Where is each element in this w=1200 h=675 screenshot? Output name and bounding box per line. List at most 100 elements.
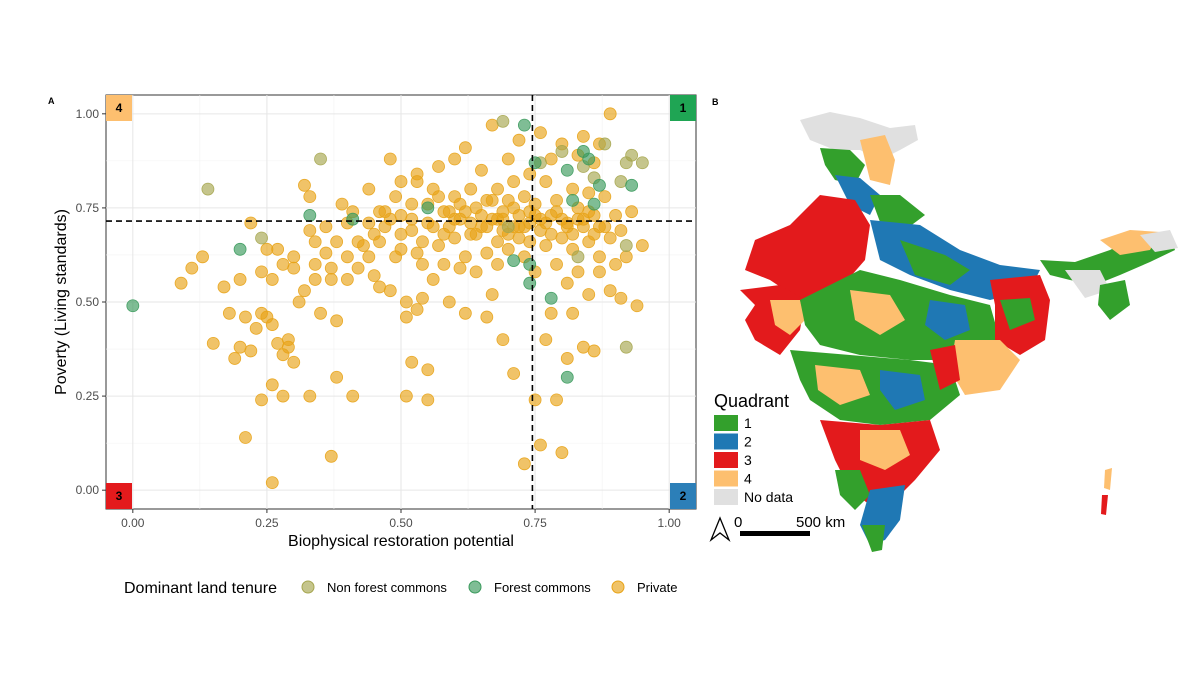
point-private [544,306,558,320]
point-forest-commons [233,242,247,256]
point-private [394,209,408,222]
legend-label-forest-commons: Forest commons [494,580,591,595]
quadrant-legend: Quadrant 1 2 3 4 No data [714,391,793,505]
point-forest-commons [560,370,574,384]
point-private [550,257,563,271]
point-private [330,314,344,328]
point-private [555,231,569,245]
point-private [265,378,279,392]
point-private [298,178,311,192]
point-private [287,355,301,369]
point-forest-commons [303,209,317,222]
point-private [614,224,628,237]
point-private [534,438,547,452]
reference-lines [106,95,696,509]
point-private [265,476,279,490]
point-private [276,257,290,271]
point-private [233,340,247,354]
map-region-andaman [1104,468,1112,490]
point-private [206,336,220,350]
y-axis-ticks: 0.00 0.25 0.50 0.75 1.00 [76,107,106,497]
point-forest-commons [560,163,574,177]
point-forest-commons [507,254,521,268]
point-private [399,389,413,403]
panel-b-label: B [712,97,719,107]
point-private [576,212,590,226]
point-private [351,235,365,249]
x-tick-label: 1.00 [658,516,682,530]
quadrant-label-4: 4 [116,101,123,115]
quadrant-markers: 4 1 3 2 [106,95,696,509]
map-region-mizoram [1098,280,1130,320]
point-private [480,310,494,324]
map-legend-label-4: 4 [744,471,752,487]
point-private [174,276,188,290]
point-forest-commons [126,299,140,313]
map-region-north-nodata [800,112,918,160]
point-non-forest-commons [496,114,510,128]
point-forest-commons [593,178,606,192]
point-private [598,190,612,204]
point-non-forest-commons [314,152,327,166]
point-private [405,212,419,226]
point-private [346,389,360,403]
point-private [383,152,397,166]
point-private [416,291,429,305]
point-private [421,363,435,377]
point-private [512,220,526,234]
point-non-forest-commons [501,220,515,234]
quadrant-box-4 [106,95,132,121]
point-private [373,205,386,219]
point-private [383,284,397,298]
point-private [228,352,242,365]
point-private [324,449,338,463]
quadrant-box-3 [106,483,132,509]
map-legend-swatch-2 [714,433,738,450]
map-region-nicobar [1101,495,1108,515]
point-private [458,306,472,320]
map-region-maharashtra-west [815,365,870,405]
map-region-gujarat-east [770,300,805,335]
point-private [550,193,563,207]
map-region-jk [820,148,865,185]
point-private [523,205,537,219]
map-region-karnataka [860,430,910,470]
point-private [507,367,521,380]
y-tick-label: 0.25 [76,389,100,403]
point-private [340,273,354,286]
point-non-forest-commons [201,182,215,196]
point-private [432,190,445,204]
map-region-kerala [835,470,870,510]
point-private [491,257,504,271]
point-private [550,393,563,407]
point-private [609,209,622,222]
point-private [571,265,585,279]
map-region-ne-nodata [1065,270,1110,298]
point-private [582,186,596,200]
point-private [534,212,547,226]
point-private [458,205,472,219]
point-non-forest-commons [619,340,633,354]
point-private [287,250,301,264]
map-legend-swatch-no-data [714,489,738,505]
point-non-forest-commons [598,137,612,151]
scatter-plot: 4 13 2 0.00 0.25 0.50 0.75 1.00 0.000.250.500.… [76,94,697,530]
point-private [480,246,494,260]
point-forest-commons [528,156,542,170]
point-private [405,224,419,237]
point-private [330,235,344,249]
point-private [239,310,252,324]
point-private [239,431,252,444]
point-forest-commons [544,291,558,305]
point-private [255,393,268,407]
point-private [534,126,547,140]
map-legend-swatch-3 [714,452,738,468]
point-private [330,370,344,384]
point-private [185,261,199,275]
point-private [432,160,445,173]
map-legend-label-1: 1 [744,415,752,431]
point-private [625,205,639,219]
point-private [292,295,306,309]
point-private [485,288,499,301]
data-points [126,107,649,490]
